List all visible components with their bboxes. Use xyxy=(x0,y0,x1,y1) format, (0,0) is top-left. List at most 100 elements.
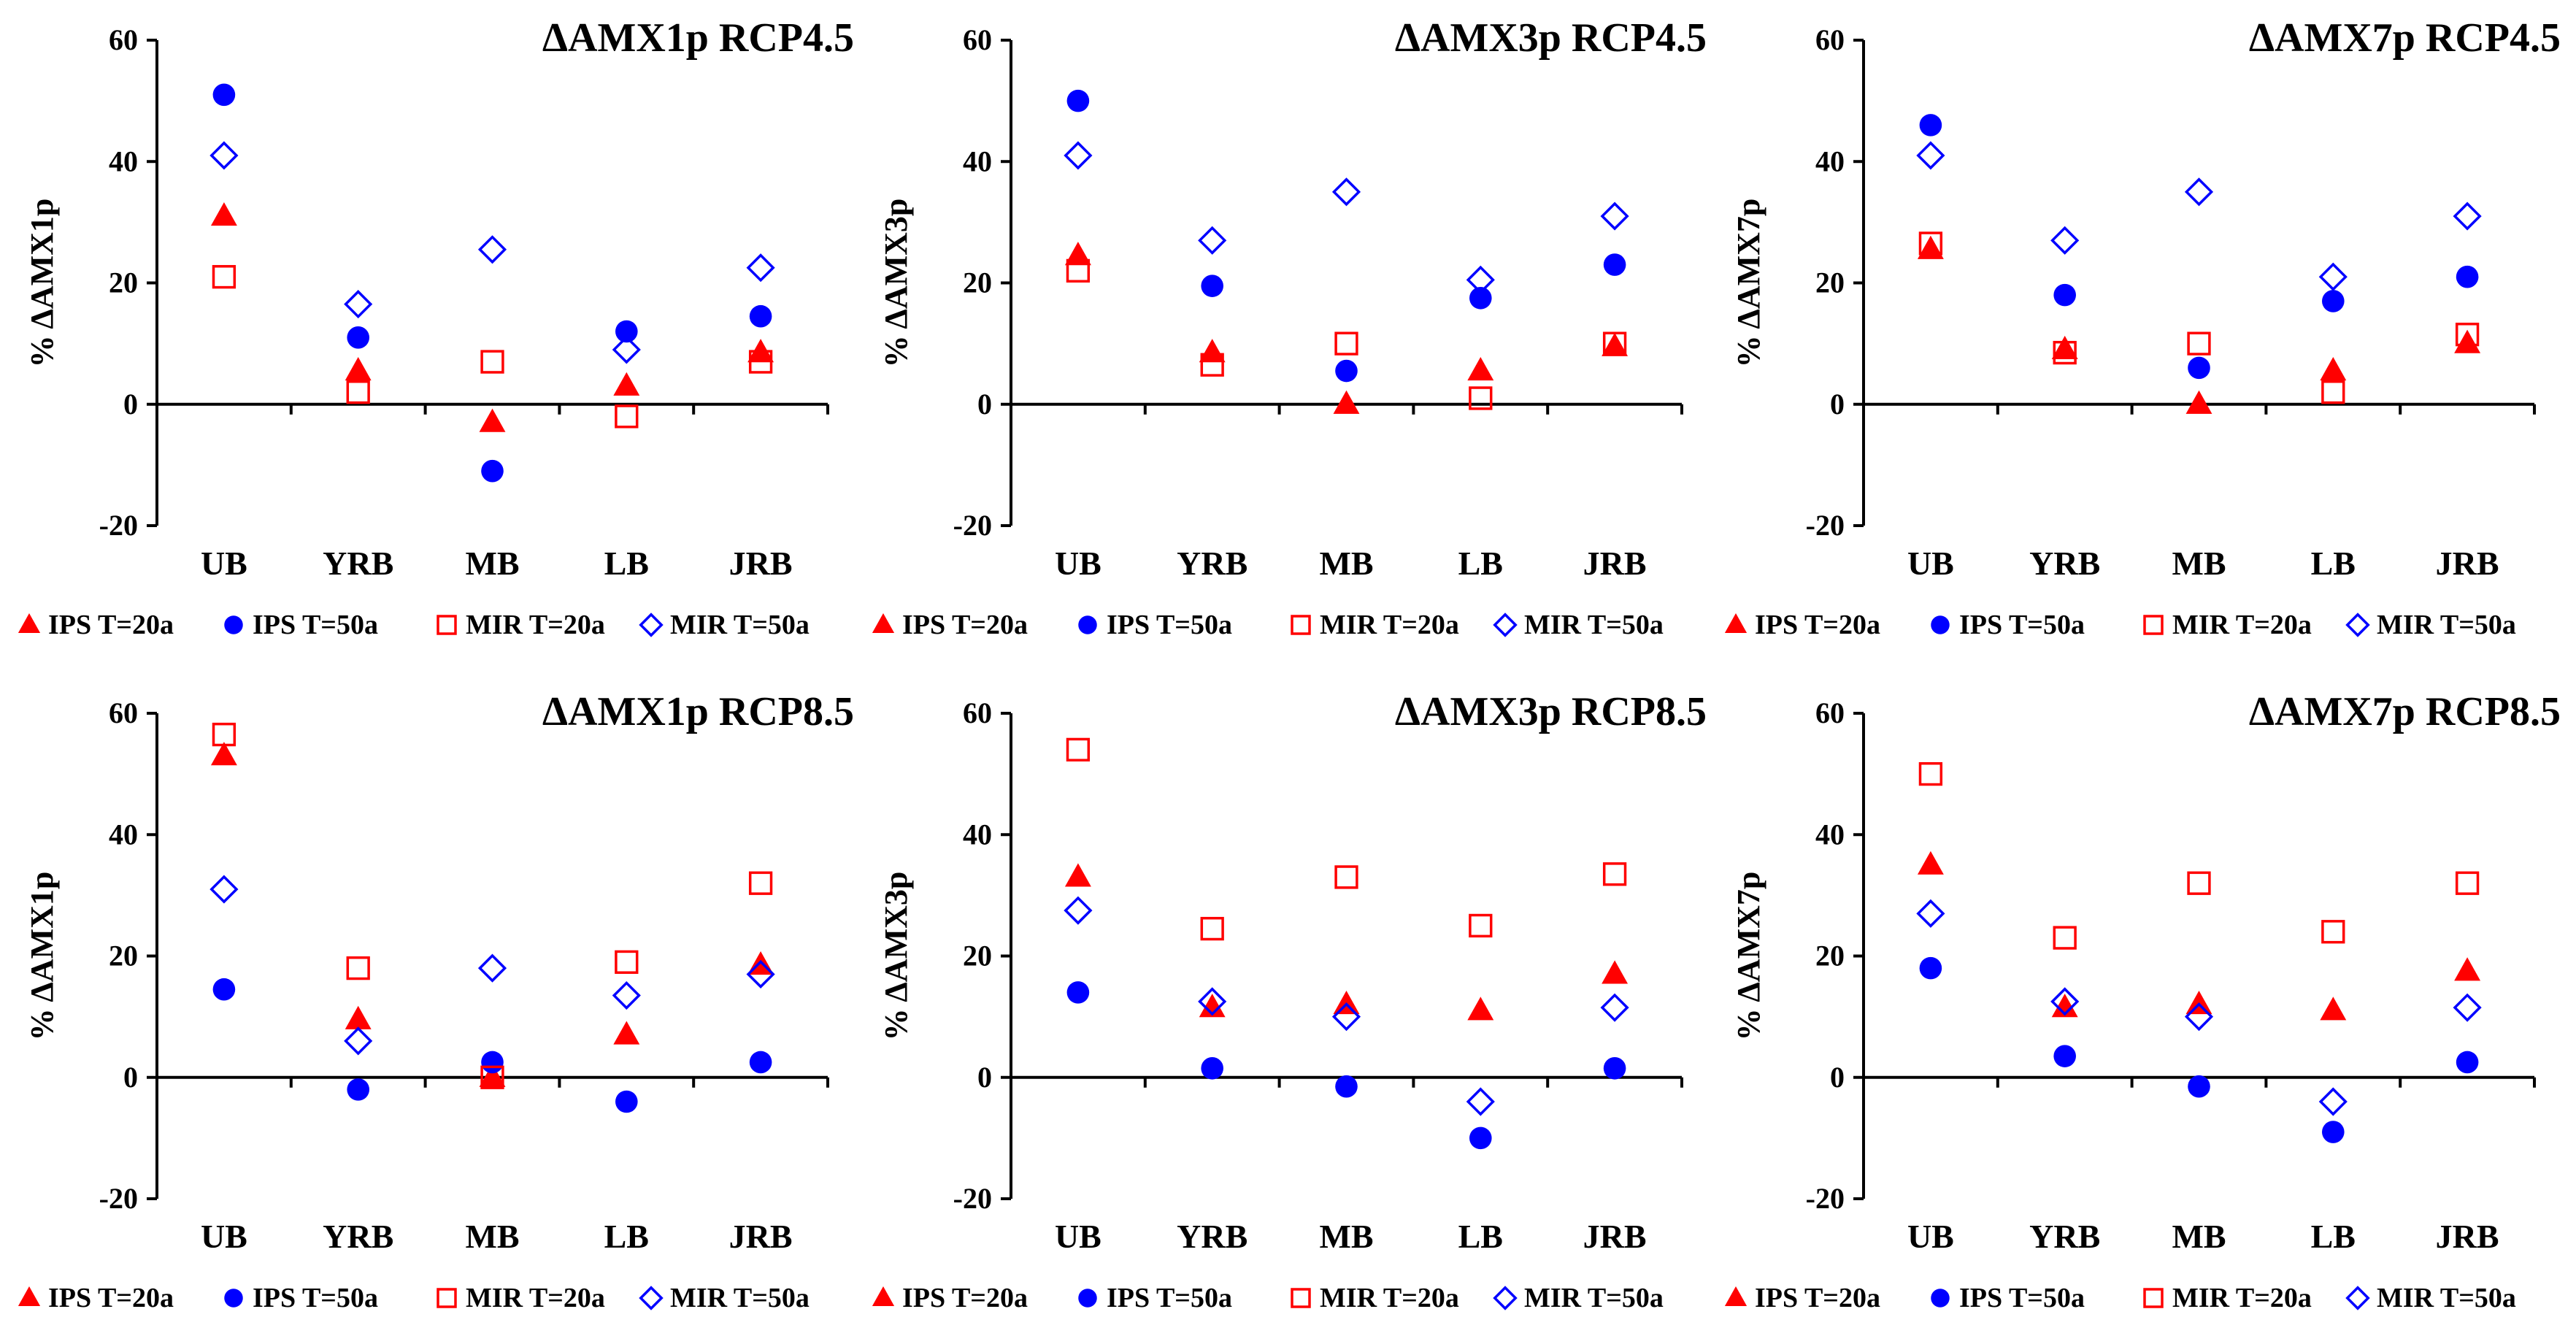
legend-label: IPS T=50a xyxy=(1959,1283,2085,1313)
data-point-diamond xyxy=(2453,201,2482,231)
y-axis-title: % ΔAMX7p xyxy=(1731,872,1766,1041)
chart-panel: 60 40 20 0 -20 UB YRB MB LB JRB ΔAMX1p RCP8.5 % ΔAM… xyxy=(18,689,854,1313)
data-point-diamond xyxy=(1466,265,1495,294)
legend-label: MIR T=50a xyxy=(670,1283,810,1313)
legend-marker-square xyxy=(2143,1288,2164,1308)
legend-label: IPS T=20a xyxy=(48,1283,174,1313)
data-point-triangle xyxy=(2454,957,2481,981)
legend-marker-circle xyxy=(224,615,243,634)
chart-panel: 60 40 20 0 -20 UB YRB MB LB JRB ΔAMX7p RCP4.5 % ΔAM… xyxy=(1724,15,2561,640)
category-label: UB xyxy=(201,1218,247,1255)
data-point-circle xyxy=(1469,1126,1492,1150)
data-point-diamond xyxy=(1916,899,1945,928)
data-point-square xyxy=(2187,871,2211,895)
data-point-diamond xyxy=(1466,1087,1495,1116)
data-point-circle xyxy=(2053,1045,2076,1067)
data-point-diamond xyxy=(209,875,239,904)
category-label: UB xyxy=(1055,1218,1101,1255)
category-label: MB xyxy=(465,1218,519,1255)
data-point-square xyxy=(1066,737,1091,762)
legend-marker-triangle xyxy=(872,613,895,633)
data-point-circle xyxy=(481,1051,504,1074)
data-point-circle xyxy=(212,83,236,107)
legend-label: IPS T=20a xyxy=(902,610,1028,640)
legend-label: IPS T=50a xyxy=(1107,1283,1232,1313)
data-point-square xyxy=(212,722,237,747)
data-point-triangle xyxy=(1467,997,1494,1021)
data-point-circle xyxy=(1603,253,1626,276)
legend-marker-circle xyxy=(1078,1289,1097,1308)
data-point-square xyxy=(2455,871,2480,895)
data-point-square xyxy=(1200,916,1224,941)
legend-marker-diamond xyxy=(2345,1286,2370,1310)
data-point-circle xyxy=(615,1090,638,1113)
legend-label: IPS T=50a xyxy=(253,1283,378,1313)
data-point-diamond xyxy=(1916,141,1945,170)
legend-marker-diamond xyxy=(1493,1286,1518,1310)
category-label: YRB xyxy=(1177,1218,1247,1255)
data-point-square xyxy=(1469,913,1493,938)
chart-title: ΔAMX7p RCP8.5 xyxy=(2249,689,2561,734)
data-point-square xyxy=(2187,331,2211,356)
data-point-square xyxy=(212,265,237,289)
data-point-diamond xyxy=(1064,141,1093,170)
data-point-circle xyxy=(2053,283,2076,307)
legend-marker-square xyxy=(437,615,457,635)
legend-marker-circle xyxy=(1931,615,1950,634)
data-point-triangle xyxy=(479,1063,506,1087)
legend-marker-square xyxy=(2143,615,2164,635)
data-point-diamond xyxy=(612,335,641,364)
data-point-triangle xyxy=(1199,339,1226,363)
data-point-square xyxy=(480,350,504,374)
category-label: LB xyxy=(1458,545,1503,582)
legend-label: MIR T=50a xyxy=(2377,1283,2516,1313)
data-point-square xyxy=(1334,331,1358,356)
legend-marker-triangle xyxy=(1724,1286,1748,1306)
category-label: JRB xyxy=(729,1218,793,1255)
data-point-square xyxy=(346,380,370,404)
data-point-triangle xyxy=(210,202,237,226)
y-tick-label: -20 xyxy=(953,1182,992,1215)
chart-title: ΔAMX1p RCP4.5 xyxy=(542,15,854,61)
data-point-triangle xyxy=(2051,335,2078,360)
category-label: YRB xyxy=(323,1218,393,1255)
legend-label: IPS T=20a xyxy=(902,1283,1028,1313)
legend-marker-diamond xyxy=(639,613,664,637)
legend-marker-triangle xyxy=(18,613,41,633)
y-tick-label: 20 xyxy=(963,940,992,972)
y-tick-label: 60 xyxy=(1815,696,1845,729)
y-axis-title: % ΔAMX1p xyxy=(24,872,60,1041)
data-point-diamond xyxy=(746,959,775,989)
y-axis-title: % ΔAMX3p xyxy=(878,199,914,368)
data-point-square xyxy=(1066,258,1091,283)
y-tick-label: 40 xyxy=(1815,818,1845,851)
data-point-square xyxy=(2321,920,2345,944)
legend-marker-circle xyxy=(1931,1289,1950,1308)
data-point-circle xyxy=(1335,1075,1358,1098)
legend-label: MIR T=50a xyxy=(1524,610,1664,640)
data-point-diamond xyxy=(612,980,641,1010)
y-tick-label: 0 xyxy=(977,1061,992,1094)
data-point-circle xyxy=(1066,89,1090,112)
data-point-square xyxy=(2455,323,2480,347)
legend-label: MIR T=20a xyxy=(2172,610,2312,640)
data-point-diamond xyxy=(2050,987,2080,1016)
data-point-square xyxy=(748,350,773,374)
y-tick-label: 0 xyxy=(123,388,138,421)
y-tick-label: 60 xyxy=(963,23,992,56)
legend-marker-diamond xyxy=(639,1286,664,1310)
data-point-diamond xyxy=(477,235,507,264)
y-tick-label: 20 xyxy=(1815,940,1845,972)
category-label: JRB xyxy=(2436,1218,2499,1255)
legend-label: MIR T=20a xyxy=(1320,610,1459,640)
data-point-square xyxy=(1602,331,1627,356)
y-tick-label: -20 xyxy=(99,509,138,542)
data-point-triangle xyxy=(1917,851,1944,875)
data-point-circle xyxy=(1603,1056,1626,1080)
legend-marker-square xyxy=(437,1288,457,1308)
y-tick-label: 60 xyxy=(1815,23,1845,56)
data-point-circle xyxy=(2322,290,2345,312)
category-label: MB xyxy=(1319,545,1373,582)
legend-label: MIR T=20a xyxy=(1320,1283,1459,1313)
category-label: UB xyxy=(1907,545,1954,582)
